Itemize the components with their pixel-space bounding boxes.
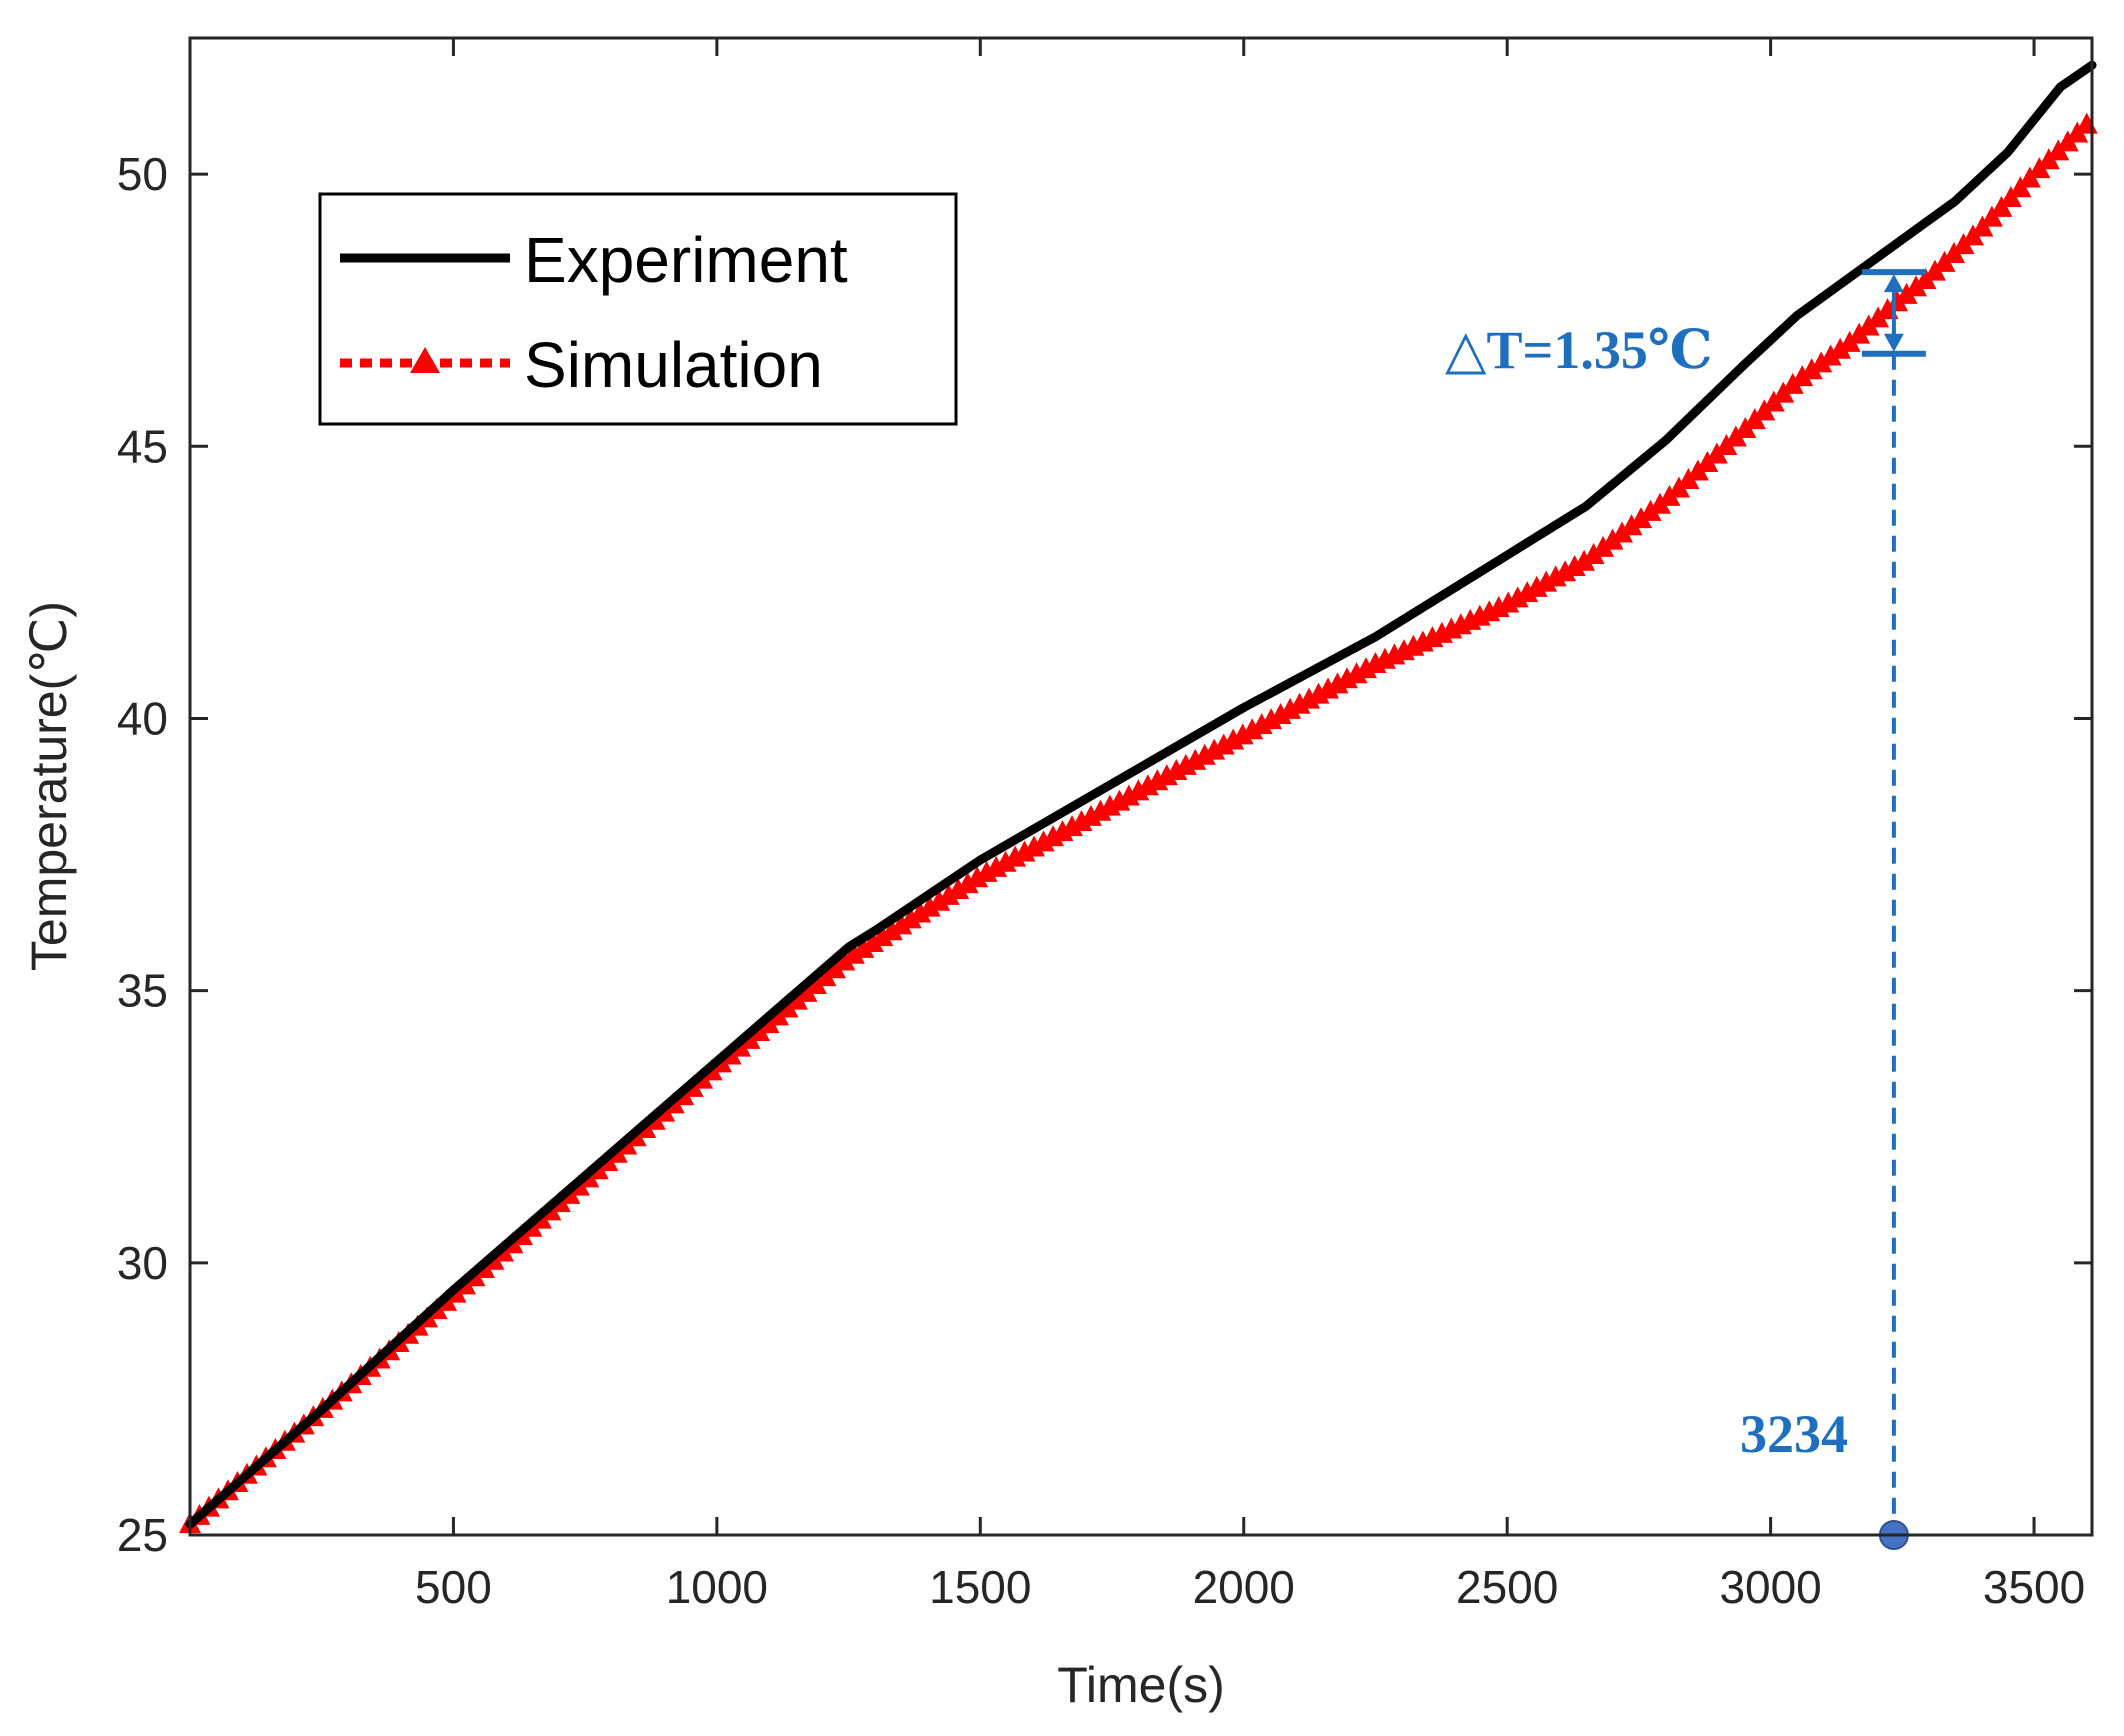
simulation-marker [1819,344,1842,366]
simulation-marker [833,949,856,971]
x-tick-label: 1500 [929,1561,1031,1613]
simulation-marker [1639,499,1662,521]
simulation-marker [871,925,894,947]
series-layer [179,60,2098,1534]
simulation-marker [899,907,922,929]
x-tick-label: 2000 [1193,1561,1295,1613]
simulation-marker [1791,365,1814,387]
simulation-marker [928,889,951,911]
x-tick-label: 3500 [1983,1561,2085,1613]
simulation-marker [861,930,884,952]
simulation-marker [1601,528,1624,550]
simulation-marker [937,883,960,905]
x-tick-label: 1000 [666,1561,768,1613]
simulation-marker [1886,290,1909,312]
simulation-marker [1582,543,1605,565]
simulation-marker [880,919,903,941]
series-experiment-line [185,60,2097,1529]
legend-label-experiment: Experiment [524,224,848,296]
simulation-marker [1905,275,1928,297]
simulation-marker [918,895,941,917]
legend-marker-simulation [410,347,440,373]
simulation-marker [890,913,913,935]
simulation-marker [852,936,875,958]
simulation-marker [1592,535,1615,557]
simulation-marker [1620,514,1643,536]
simulation-marker [1573,549,1596,571]
legend: Experiment Simulation [318,192,958,426]
simulation-marker [956,872,979,894]
y-tick-label: 40 [117,692,168,744]
delta-arrow-head-down [1883,333,1904,352]
simulation-marker [1810,351,1833,373]
ticks-layer: 500 1000 1500 2000 2500 3000 3500 25 30 35 40 45 50 [117,38,2092,1613]
y-tick-label: 35 [117,965,168,1017]
marker-x-label: 3234 [1740,1404,1848,1464]
y-axis-title: Temperature(℃) [21,601,77,971]
simulation-marker [947,878,970,900]
simulation-marker [909,901,932,923]
x-tick-label: 2500 [1456,1561,1558,1613]
y-tick-label: 50 [117,148,168,200]
x-axis-title: Time(s) [1057,1657,1225,1713]
x-tick-label: 3000 [1719,1561,1821,1613]
simulation-marker [1829,337,1852,359]
plot-frame [188,36,2094,1537]
y-tick-label: 45 [117,420,168,472]
legend-box [318,192,958,426]
y-tick-label: 30 [117,1237,168,1289]
x-tick-label: 500 [415,1561,492,1613]
simulation-marker [1895,282,1918,304]
simulation-marker [842,942,865,964]
simulation-marker [1800,358,1823,380]
simulation-marker [966,866,989,888]
delta-arrow-head-up [1883,274,1904,293]
simulation-marker [1629,507,1652,529]
simulation-marker [1611,521,1634,543]
legend-label-simulation: Simulation [524,329,823,401]
delta-t-label: △T=1.35℃ [1445,320,1713,380]
y-tick-label: 25 [117,1509,168,1561]
